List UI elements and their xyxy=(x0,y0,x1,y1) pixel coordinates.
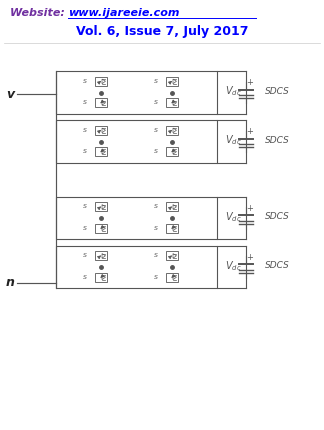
Bar xyxy=(95,224,107,233)
Text: S: S xyxy=(154,253,158,258)
Text: Vol. 6, Issue 7, July 2017: Vol. 6, Issue 7, July 2017 xyxy=(76,25,248,38)
Text: S: S xyxy=(83,79,87,84)
Text: SDCS: SDCS xyxy=(265,261,289,270)
Bar xyxy=(166,147,178,157)
Text: n: n xyxy=(6,276,15,289)
Text: S: S xyxy=(83,226,87,231)
Text: S: S xyxy=(83,275,87,280)
Text: S: S xyxy=(154,128,158,133)
Text: $V_{dc}$: $V_{dc}$ xyxy=(225,84,242,98)
Text: S: S xyxy=(154,204,158,209)
Text: SDCS: SDCS xyxy=(265,136,289,145)
Text: S: S xyxy=(83,204,87,209)
Bar xyxy=(166,273,178,282)
Bar xyxy=(55,120,217,163)
Bar xyxy=(166,126,178,135)
Text: $V_{dc}$: $V_{dc}$ xyxy=(225,259,242,273)
Bar xyxy=(166,98,178,108)
Bar xyxy=(95,147,107,157)
Bar xyxy=(166,252,178,261)
Text: SDCS: SDCS xyxy=(265,212,289,221)
Text: www.ijareeie.com: www.ijareeie.com xyxy=(68,8,180,18)
Bar xyxy=(166,203,178,212)
Bar xyxy=(95,273,107,282)
Text: S: S xyxy=(154,275,158,280)
Text: +: + xyxy=(247,204,253,213)
Bar xyxy=(55,197,217,240)
Text: S: S xyxy=(154,226,158,231)
Bar xyxy=(55,246,217,289)
Text: $V_{dc}$: $V_{dc}$ xyxy=(225,210,242,224)
Text: S: S xyxy=(83,128,87,133)
Text: S: S xyxy=(83,149,87,154)
Text: +: + xyxy=(247,78,253,87)
Bar xyxy=(166,224,178,233)
Text: +: + xyxy=(247,127,253,136)
Bar xyxy=(166,77,178,86)
Bar xyxy=(95,98,107,108)
Text: $V_{dc}$: $V_{dc}$ xyxy=(225,133,242,147)
Text: Website:: Website: xyxy=(10,8,69,18)
Bar xyxy=(95,252,107,261)
Bar xyxy=(95,203,107,212)
Bar xyxy=(95,77,107,86)
Text: S: S xyxy=(154,100,158,105)
Text: S: S xyxy=(83,253,87,258)
Text: S: S xyxy=(154,79,158,84)
Bar xyxy=(55,71,217,114)
Bar xyxy=(95,126,107,135)
Text: S: S xyxy=(83,100,87,105)
Text: +: + xyxy=(247,253,253,262)
Text: SDCS: SDCS xyxy=(265,87,289,96)
Text: v: v xyxy=(6,88,15,101)
Text: S: S xyxy=(154,149,158,154)
